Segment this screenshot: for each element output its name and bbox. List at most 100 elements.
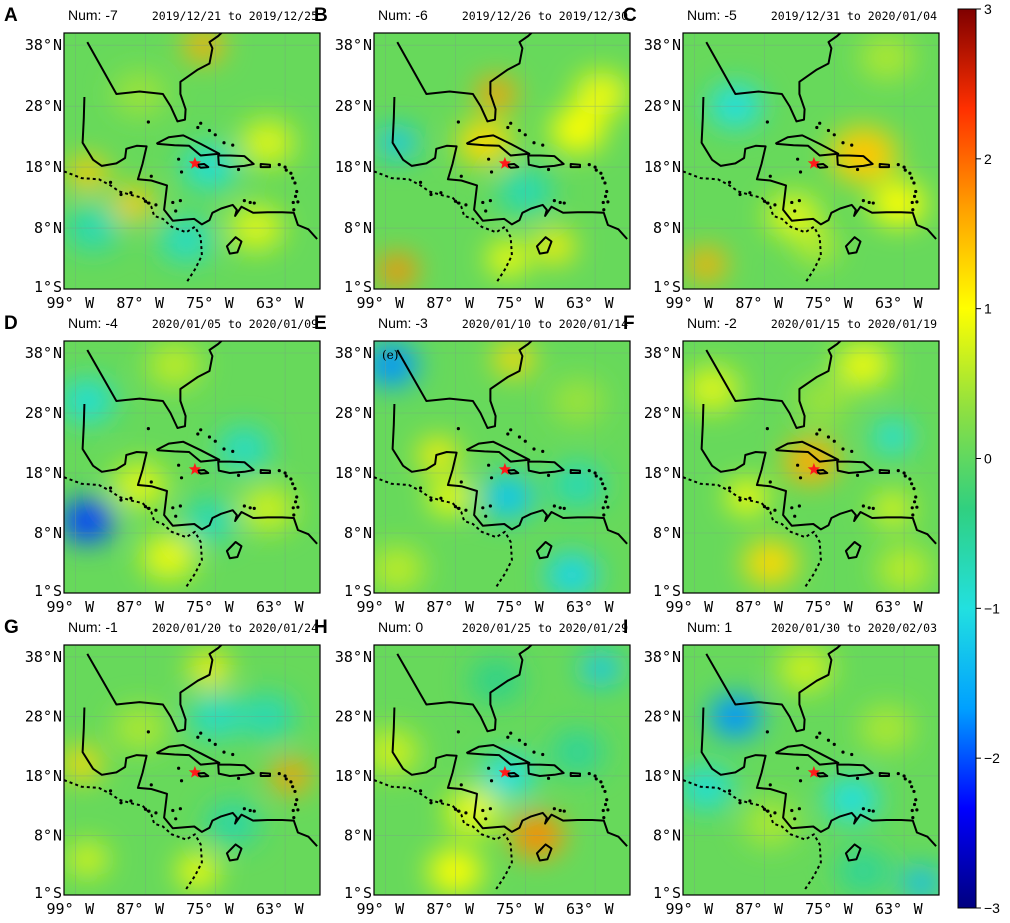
y-tick-hemisphere: S [363, 278, 372, 296]
x-tick-hemisphere: W [914, 598, 924, 616]
island-outline [878, 772, 890, 777]
x-tick-label: 99° [47, 598, 74, 616]
island-dot [439, 191, 443, 195]
anomaly-cell [872, 492, 913, 526]
island-dot [178, 199, 182, 203]
panel-num-label: Num: -3 [378, 315, 428, 331]
x-tick-label: 99° [666, 294, 693, 312]
x-tick-label: 75° [805, 900, 832, 918]
island-outline [259, 163, 271, 169]
anomaly-core [124, 195, 144, 212]
island-dot [558, 506, 562, 510]
island-dot [292, 816, 296, 820]
island-dot [601, 785, 605, 789]
panel-frame [682, 644, 940, 896]
island-outline [844, 236, 862, 255]
coastline-pacific [683, 170, 822, 284]
anomaly-cell [766, 193, 821, 238]
anomaly-cell [550, 462, 605, 508]
island-dot [605, 495, 609, 499]
coastline-us-east [396, 645, 533, 733]
y-tick-hemisphere: N [53, 344, 62, 362]
island-dot [727, 789, 732, 793]
x-tick-label: 87° [116, 900, 143, 918]
island-outline [156, 440, 221, 463]
island-dot [509, 121, 513, 125]
x-tick-hemisphere: W [465, 598, 475, 616]
anomaly-field [374, 341, 630, 593]
island-dot [418, 486, 423, 490]
island-dot [506, 432, 510, 436]
island-dot [532, 447, 536, 451]
y-tick-hemisphere: N [363, 344, 372, 362]
y-tick-label: 18° [25, 158, 52, 176]
island-dot [481, 200, 485, 205]
island-dot [602, 513, 606, 517]
island-outline [535, 541, 553, 560]
island-dot [912, 181, 916, 185]
island-dot [911, 208, 915, 212]
coastline-us-east [705, 645, 842, 733]
y-tick-hemisphere: N [672, 158, 681, 176]
island-dot [587, 469, 591, 473]
anomaly-cell [545, 552, 599, 593]
island-outline [569, 469, 581, 474]
y-tick-label: 38° [335, 648, 362, 666]
island-dot [488, 807, 492, 811]
island-dot [601, 200, 605, 205]
island-dot [593, 774, 597, 778]
gridlines [374, 341, 630, 593]
island-dot [177, 766, 181, 770]
island-dot [517, 738, 522, 742]
x-tick-hemisphere: W [465, 294, 475, 312]
y-tick-label: 38° [644, 648, 671, 666]
anomaly-cell [778, 646, 832, 691]
island-dot [129, 496, 133, 500]
island-dot [912, 802, 917, 807]
island-dot [242, 199, 246, 203]
island-outline [225, 843, 243, 862]
island-dot [129, 799, 133, 803]
panel-num-label: Num: 0 [378, 619, 423, 635]
panel-date-range: 2019/12/21 to 2019/12/25 [152, 9, 318, 23]
anomaly-core [757, 552, 784, 574]
island-dot [464, 508, 468, 512]
colorbar-tick-label: 0 [984, 451, 992, 467]
island-dot [558, 808, 562, 813]
island-dot [599, 477, 603, 481]
island-outline [259, 469, 271, 474]
island-dot [832, 133, 836, 137]
island-dot [605, 798, 609, 802]
island-dot [602, 816, 606, 820]
island-dot [766, 809, 770, 813]
anomaly-cell [824, 777, 879, 822]
island-dot [601, 482, 605, 486]
island-dot [768, 480, 772, 484]
island-dot [291, 506, 295, 510]
coastline-pacific [374, 779, 513, 890]
island-outline [844, 843, 862, 862]
island-dot [459, 174, 463, 178]
anomaly-core [591, 660, 611, 677]
epicenter-star-icon [498, 156, 512, 169]
y-tick-label: 28° [25, 707, 52, 725]
y-tick-label: 1° [653, 884, 671, 902]
y-tick-hemisphere: N [363, 826, 372, 844]
island-dot [174, 514, 178, 518]
y-tick-hemisphere: N [672, 36, 681, 54]
x-tick-label: 87° [426, 598, 453, 616]
panel-num-label: Num: -4 [68, 315, 118, 331]
panel-frame [373, 644, 631, 896]
island-dot [459, 783, 463, 787]
island-dot [295, 495, 299, 499]
island-dot [541, 449, 545, 453]
island-dot [815, 432, 819, 436]
x-tick-hemisphere: W [295, 598, 305, 616]
island-dot [910, 506, 914, 510]
x-tick-hemisphere: W [225, 900, 235, 918]
x-tick-hemisphere: W [914, 900, 924, 918]
island-dot [797, 807, 801, 811]
anomaly-cell [859, 706, 914, 751]
island-dot [277, 163, 281, 167]
